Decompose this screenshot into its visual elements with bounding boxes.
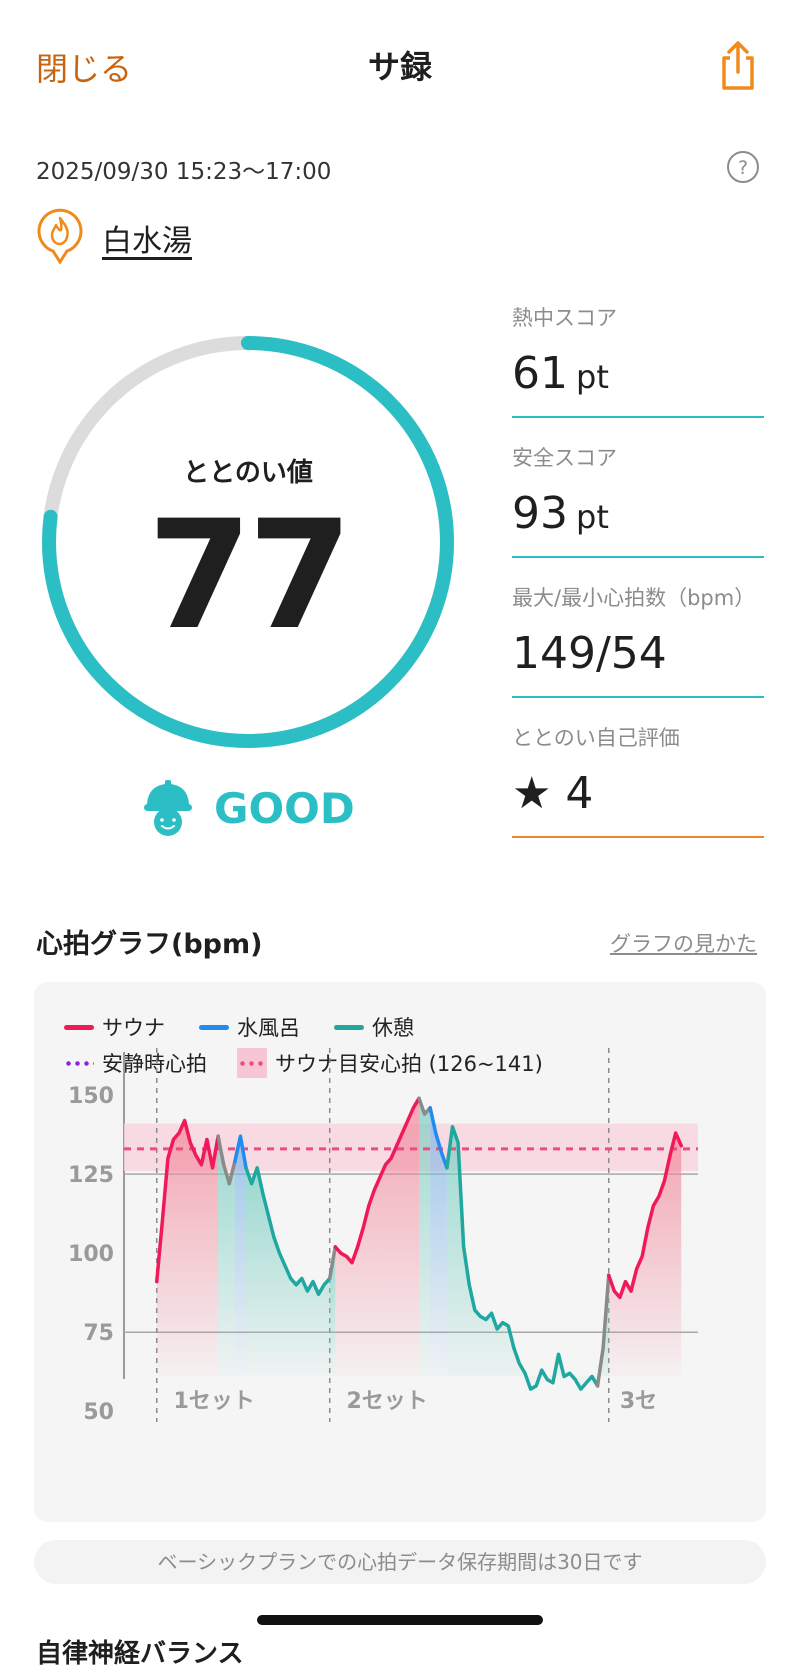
stat-heat-score: 熱中スコア 61 pt: [512, 302, 764, 418]
mascot-icon: [144, 780, 192, 836]
rest-line: [595, 1273, 611, 1388]
set-label: 2セット: [346, 1389, 427, 1414]
score-ring-progress: [42, 336, 454, 748]
stat-self-rating[interactable]: ととのい自己評価 ★ 4: [512, 722, 764, 838]
sauna-line: [606, 1131, 684, 1300]
rest-line: [327, 1245, 338, 1281]
sauna-area: [608, 1133, 682, 1376]
stat-value: 149/54: [512, 628, 667, 679]
rest-line: [244, 1166, 332, 1297]
stat-label: 最大/最小心拍数（bpm）: [512, 586, 756, 610]
legend-rest: 休憩: [334, 1012, 414, 1042]
sauna-location-pin-icon: [37, 208, 83, 264]
svg-text:?: ?: [738, 157, 748, 179]
close-button[interactable]: 閉じる: [36, 50, 133, 88]
heart-rate-graph-card: サウナ 水風呂 休憩 安静時心拍 サウナ目安心拍 (126~141) 150 12…: [34, 982, 766, 1522]
set-label: 3セ: [620, 1389, 657, 1414]
set-label: 1セット: [173, 1389, 254, 1414]
rest-line: [216, 1134, 237, 1186]
rest-area: [446, 1126, 598, 1390]
stat-value: 61 pt: [512, 348, 609, 399]
divider: [512, 836, 764, 838]
water-line: [428, 1106, 449, 1170]
legend-cold-bath: 水風呂: [199, 1012, 300, 1042]
rest-line: [417, 1096, 432, 1116]
y-tick-label: 75: [83, 1321, 114, 1346]
facility-link[interactable]: 白水湯: [102, 224, 192, 259]
water-line: [233, 1134, 248, 1170]
stat-value: 93 pt: [512, 488, 609, 539]
sauna-area: [335, 1098, 419, 1376]
legend-swatch: [334, 1024, 364, 1030]
legend-swatch: [199, 1024, 229, 1030]
storage-notice: ベーシックプランでの心拍データ保存期間は30日です: [34, 1540, 766, 1584]
stat-label: 安全スコア: [512, 446, 617, 470]
sauna-line: [154, 1118, 220, 1284]
heart-rate-chart: 150 125 100 75 50 1セット 2セット 3セ: [68, 1048, 698, 1425]
divider: [512, 556, 764, 558]
divider: [512, 416, 764, 418]
y-tick-label: 100: [68, 1242, 114, 1267]
rest-area: [246, 1167, 330, 1376]
page-title: サ録: [367, 48, 432, 86]
legend-swatch: [237, 1048, 267, 1078]
rest-area: [597, 1275, 609, 1386]
home-indicator: [257, 1615, 543, 1625]
rest-line: [445, 1125, 600, 1391]
legend-sauna: サウナ: [64, 1012, 165, 1042]
score-label: ととのい値: [183, 458, 313, 488]
legend-resting-hr: 安静時心拍: [64, 1048, 207, 1078]
legend-swatch: [64, 1060, 94, 1066]
water-area: [430, 1107, 447, 1376]
stat-label: 熱中スコア: [512, 306, 617, 330]
graph-title: 心拍グラフ(bpm): [36, 929, 263, 960]
help-icon[interactable]: ?: [726, 150, 760, 184]
stat-safety-score: 安全スコア 93 pt: [512, 442, 764, 558]
score-value: 77: [147, 489, 353, 663]
rest-area: [419, 1098, 431, 1376]
score-ring: [42, 336, 454, 748]
sauna-area: [156, 1120, 219, 1376]
stat-value: ★ 4: [512, 768, 594, 819]
next-section-title: 自律神経バランス: [36, 1639, 244, 1669]
y-tick-label: 150: [68, 1084, 114, 1109]
legend-swatch: [64, 1024, 94, 1030]
stat-heart-rate: 最大/最小心拍数（bpm） 149/54: [512, 582, 764, 698]
legend-target-hr: サウナ目安心拍 (126~141): [237, 1048, 543, 1078]
divider: [512, 696, 764, 698]
y-tick-label: 125: [68, 1163, 114, 1188]
share-icon[interactable]: [716, 40, 760, 92]
session-datetime: 2025/09/30 15:23～17:00: [36, 159, 332, 185]
rating-badge: GOOD: [214, 784, 355, 833]
graph-help-link[interactable]: グラフの見かた: [610, 932, 757, 956]
stat-label: ととのい自己評価: [512, 726, 680, 750]
rest-area: [218, 1136, 235, 1376]
sauna-line: [333, 1096, 421, 1265]
y-tick-label: 50: [83, 1400, 114, 1425]
water-area: [234, 1136, 247, 1376]
